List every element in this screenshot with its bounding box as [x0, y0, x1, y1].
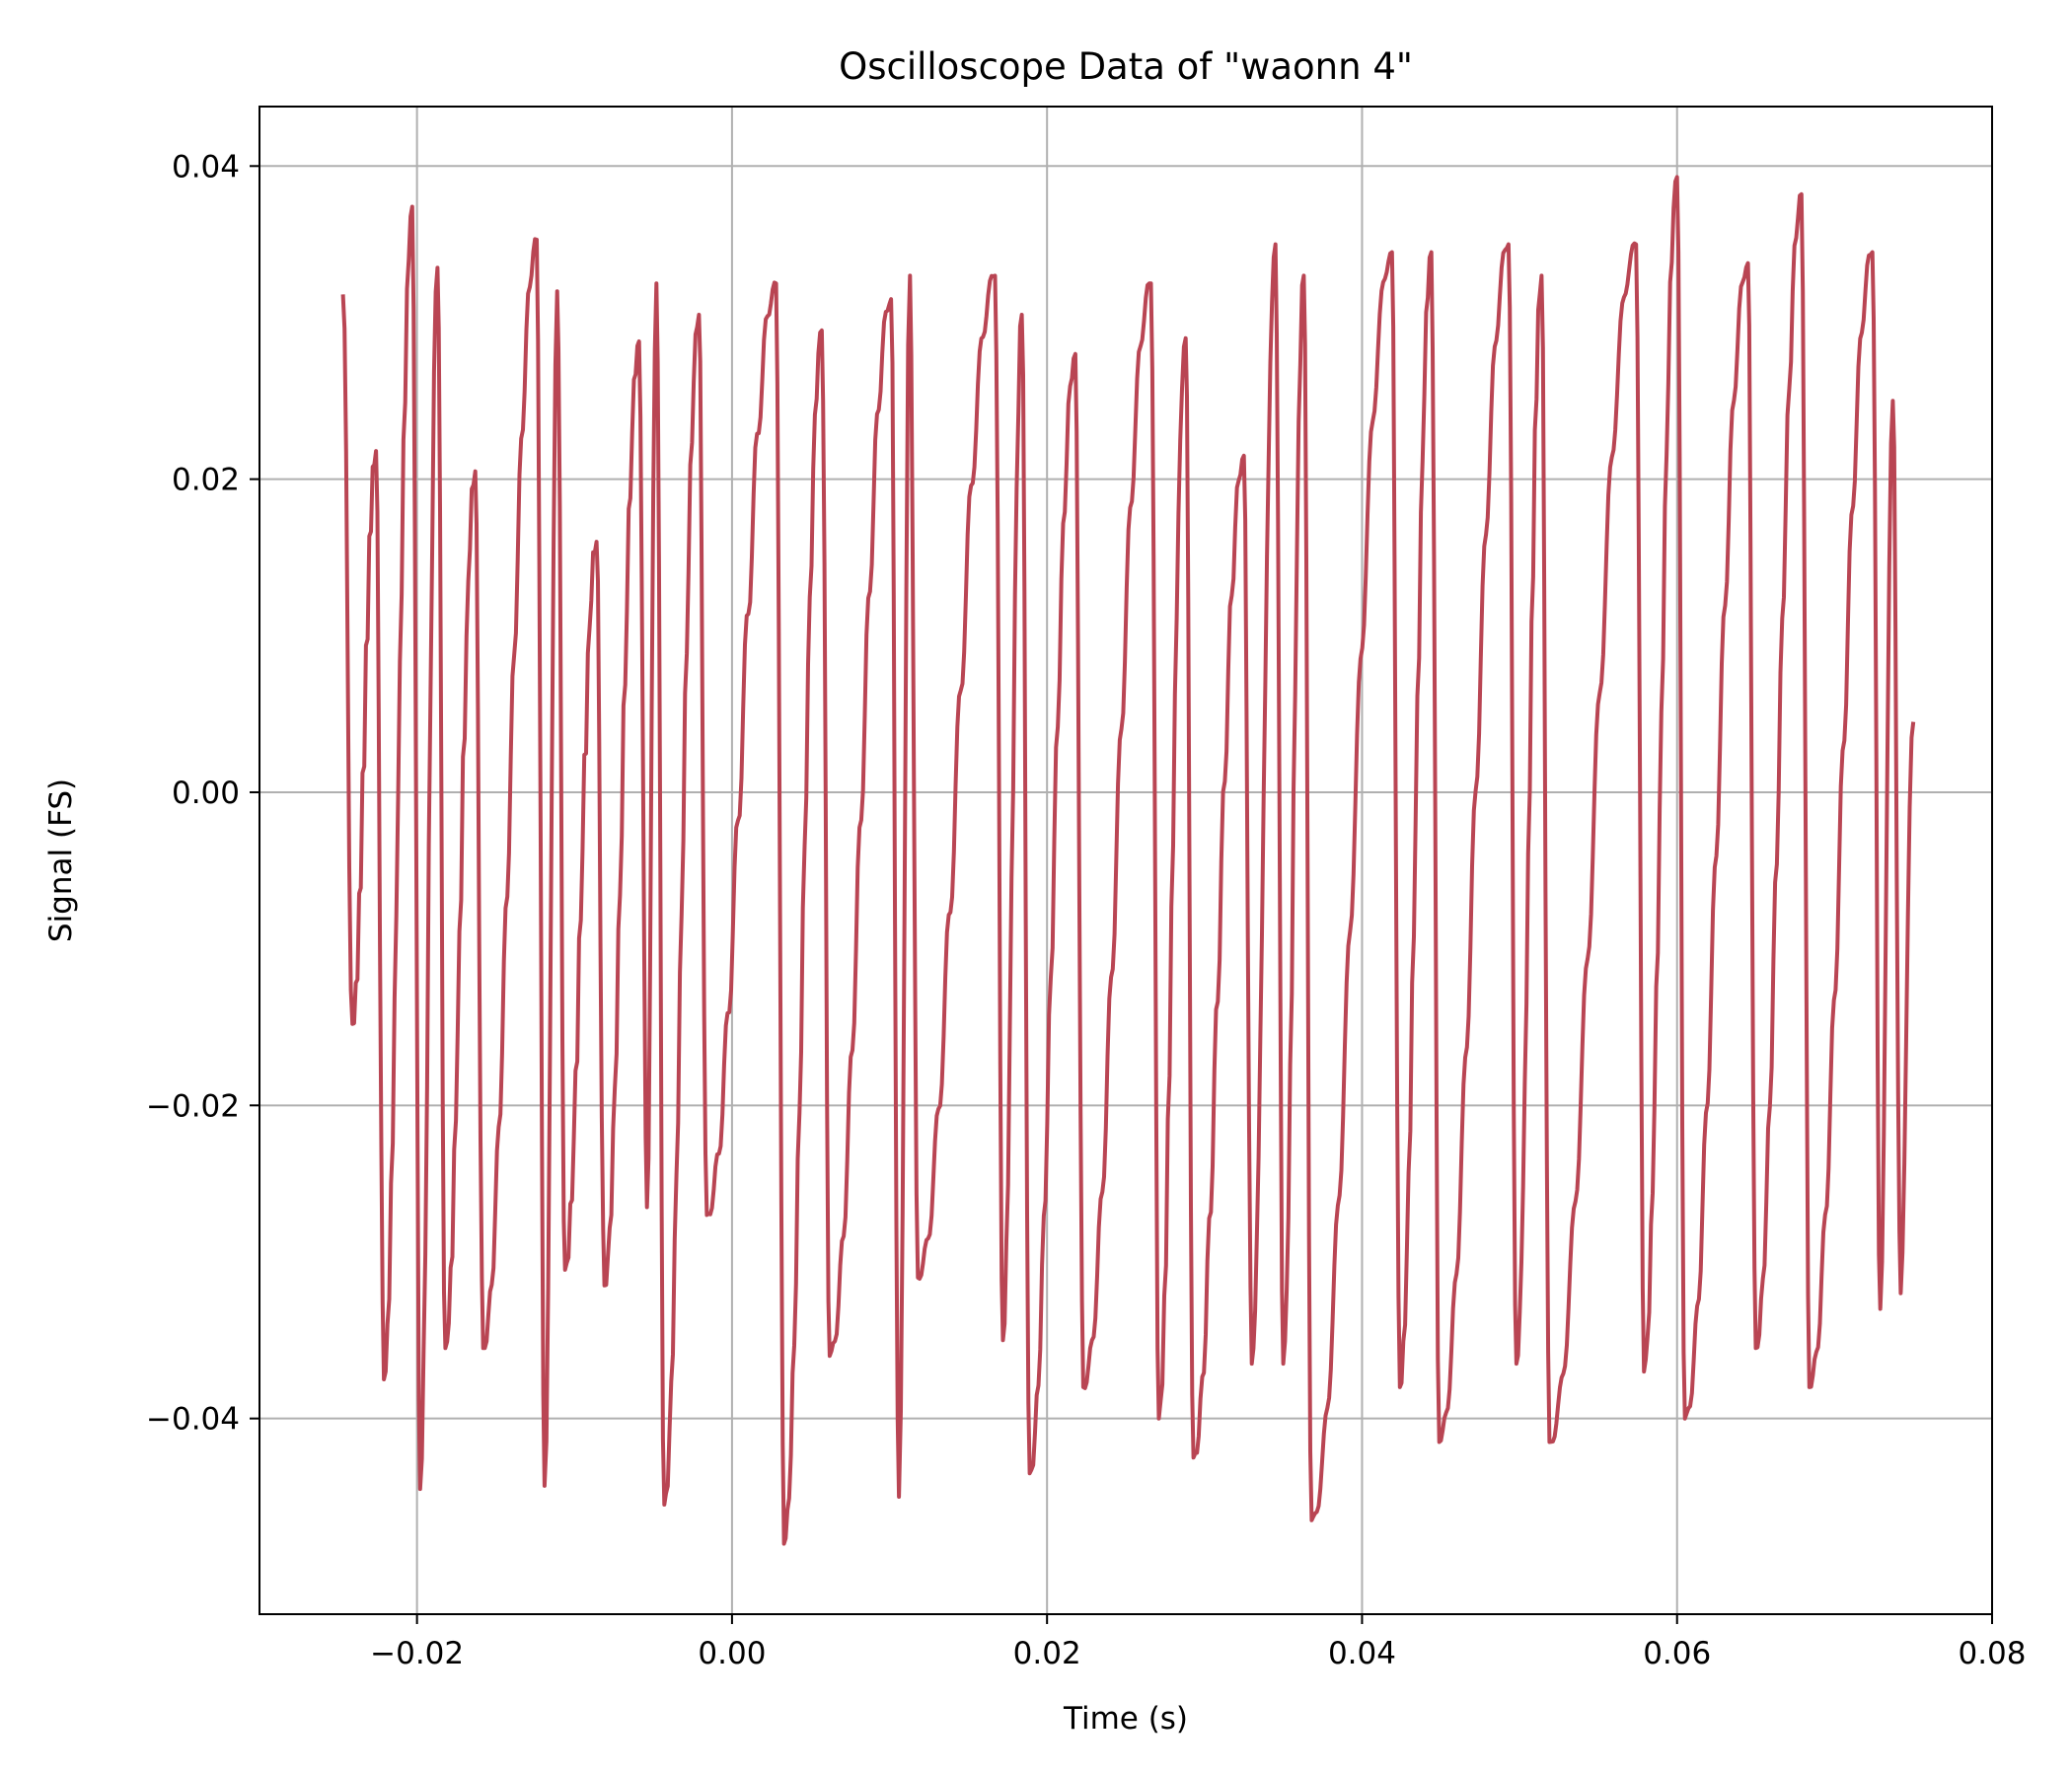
x-tick-label: 0.08 [1958, 1636, 2026, 1671]
y-tick-label: 0.02 [172, 463, 240, 498]
y-tick-label: −0.02 [146, 1088, 240, 1124]
y-tick-label: 0.04 [172, 149, 240, 185]
x-tick-label: 0.00 [698, 1636, 766, 1671]
x-tick-label: −0.02 [370, 1636, 464, 1671]
plot-area [340, 175, 1916, 1546]
ticks: −0.02 0.00 0.02 0.04 0.06 0.08 0.04 0.02 0.00 −0.… [146, 149, 2027, 1671]
y-axis-title: Signal (FS) [43, 778, 79, 942]
y-tick-label: 0.00 [172, 776, 240, 811]
chart-title: Oscilloscope Data of "waonn 4" [839, 45, 1413, 88]
x-tick-label: 0.04 [1328, 1636, 1396, 1671]
series-line-0 [340, 175, 1916, 1546]
y-tick-label: −0.04 [146, 1402, 240, 1438]
axes-frame [259, 106, 1993, 1615]
x-tick-label: 0.02 [1013, 1636, 1081, 1671]
x-axis-title: Time (s) [1063, 1701, 1188, 1737]
x-tick-label: 0.06 [1643, 1636, 1711, 1671]
